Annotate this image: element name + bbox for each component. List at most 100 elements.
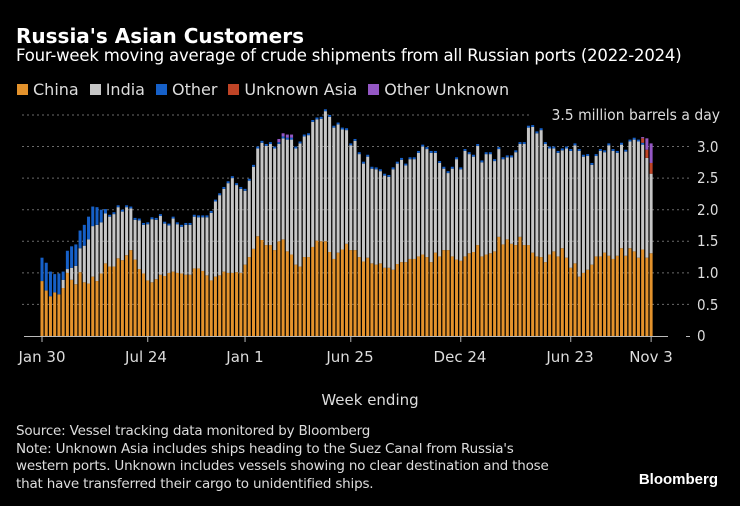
bar-india [429, 152, 433, 263]
bar-other [82, 224, 86, 246]
bar-india [603, 152, 607, 253]
bar-india [370, 168, 374, 264]
bar-china [103, 263, 107, 336]
bar-india [319, 118, 323, 242]
bar-india [442, 168, 446, 251]
bar-india [235, 185, 239, 273]
bar-other [353, 138, 357, 141]
bar-india [522, 144, 526, 246]
x-tick-label: Dec 24 [433, 348, 487, 366]
bar-india [340, 129, 344, 250]
bar-india [171, 218, 175, 272]
bar-other [450, 166, 454, 169]
bar-china [285, 251, 289, 336]
bar-india [133, 219, 137, 260]
bar-other [425, 147, 429, 150]
bar-other [471, 154, 475, 157]
bar-china [624, 255, 628, 336]
bar-india [484, 154, 488, 255]
bar-china [433, 252, 437, 336]
bar-china [70, 279, 74, 336]
bar-other [311, 120, 315, 122]
bar-india [641, 144, 645, 250]
bar-china [65, 272, 69, 336]
bar-other [323, 109, 327, 112]
bar-china [607, 255, 611, 336]
bar-other [514, 150, 518, 153]
bar-china [488, 253, 492, 336]
bar-other [137, 218, 141, 221]
bar-other [222, 186, 226, 189]
bar-india [306, 135, 310, 258]
bar-other [336, 122, 340, 125]
bar-india [150, 219, 154, 283]
bar-china [641, 249, 645, 336]
bar-india [332, 127, 336, 259]
bar-other [277, 142, 281, 145]
bar-other [158, 214, 162, 217]
bar-china [235, 272, 239, 336]
bar-china [294, 264, 298, 336]
bar-china [230, 272, 234, 336]
bar-other [146, 222, 150, 225]
bar-other [95, 207, 99, 225]
bar-china [95, 281, 99, 336]
bar-unknown-asia [649, 162, 653, 174]
bar-other [142, 222, 146, 225]
bar-china [450, 256, 454, 336]
bar-china [357, 257, 361, 336]
bar-china [154, 279, 158, 336]
bar-india [632, 139, 636, 252]
bar-india [378, 171, 382, 264]
x-tick-label: Jun 25 [326, 348, 374, 366]
bar-india [323, 111, 327, 242]
bar-china [298, 266, 302, 336]
bar-india [247, 180, 251, 258]
bar-india [180, 226, 184, 274]
bar-india [615, 152, 619, 256]
bar-china [171, 271, 175, 336]
bar-other [522, 142, 526, 145]
bar-other [74, 244, 78, 266]
bar-other [349, 143, 353, 146]
bar-india [607, 145, 611, 256]
bar-china [252, 248, 255, 336]
bar-india [256, 148, 260, 237]
bar-india [158, 216, 162, 275]
bar-other [438, 161, 442, 163]
bar-india [252, 166, 255, 249]
bar-india [175, 224, 179, 273]
bar-other [370, 166, 374, 169]
legend-item-unknown-asia: Unknown Asia [228, 80, 357, 99]
bar-other [586, 154, 590, 157]
bar-other [125, 205, 129, 208]
bar-india [552, 148, 556, 252]
y-axis-unit-label: 3.5 million barrels a day [547, 106, 720, 124]
bar-other [53, 274, 57, 293]
bar-india [374, 169, 378, 265]
bar-india [142, 224, 146, 274]
chart-title: Russia's Asian Customers [16, 24, 305, 48]
legend-swatch-other [155, 84, 167, 95]
y-tick-label: 3.0 [697, 137, 719, 156]
bar-china [573, 263, 577, 336]
bar-china [628, 248, 632, 336]
bar-india [146, 224, 150, 281]
bar-china [290, 254, 294, 336]
bar-india [163, 223, 167, 277]
bar-china [400, 262, 404, 336]
note-line: Note: Unknown Asia includes ships headin… [16, 440, 514, 457]
bar-other [226, 181, 230, 184]
bar-india [129, 208, 133, 251]
bar-other [463, 149, 467, 151]
bar-china [349, 250, 353, 336]
bar-india [391, 169, 395, 270]
bar-other [378, 169, 382, 172]
bar-india [260, 142, 264, 241]
bar-china [78, 272, 82, 336]
bar-other [573, 143, 577, 146]
bar-india [471, 156, 475, 253]
bar-india [61, 279, 65, 289]
bar-other [433, 150, 437, 153]
